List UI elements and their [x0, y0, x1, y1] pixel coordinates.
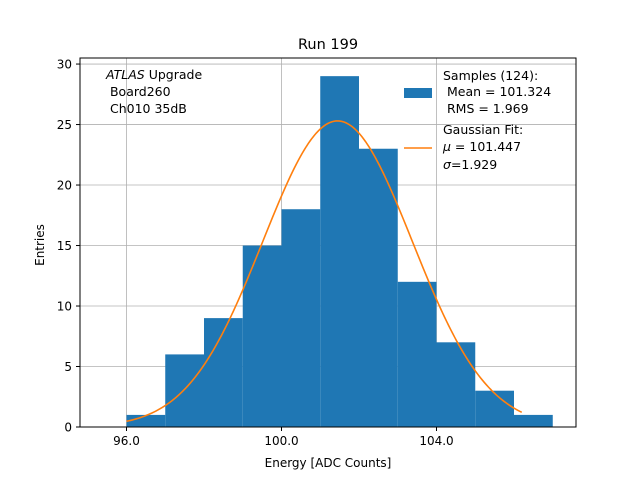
- legend-fit-title: Gaussian Fit:: [443, 122, 523, 137]
- y-axis-label: Entries: [33, 224, 47, 266]
- histogram-bar: [204, 318, 243, 427]
- histogram-bar: [475, 390, 514, 427]
- y-tick-label: 10: [57, 300, 72, 314]
- atlas-annotation: ATLAS Upgrade Board260 Ch010 35dB: [105, 67, 202, 116]
- histogram-bar: [126, 414, 166, 427]
- histogram-bar: [397, 281, 437, 427]
- legend-samples-rms: RMS = 1.969: [443, 101, 529, 116]
- y-axis-ticks: 0 5 10 15 20 25 30: [57, 58, 80, 435]
- legend-mu-value: = 101.447: [451, 139, 521, 154]
- histogram-bars: [126, 76, 553, 428]
- annotation-experiment: ATLAS: [105, 67, 145, 82]
- legend-sigma-value: =1.929: [451, 157, 497, 172]
- histogram-bar: [320, 76, 359, 428]
- y-tick-label: 25: [57, 118, 72, 132]
- y-tick-label: 20: [57, 179, 72, 193]
- annotation-upgrade: Upgrade: [145, 67, 203, 82]
- y-tick-label: 15: [57, 239, 72, 253]
- x-tick-label: 104.0: [419, 434, 453, 448]
- y-tick-label: 30: [57, 58, 72, 72]
- annotation-line-3: Ch010 35dB: [106, 101, 187, 116]
- y-tick-label: 0: [64, 421, 72, 435]
- histogram-bar: [436, 342, 476, 427]
- y-tick-label: 5: [64, 360, 72, 374]
- legend-samples-mean: Mean = 101.324: [443, 84, 551, 99]
- x-tick-label: 96.0: [113, 434, 140, 448]
- legend-fit-sigma: σ=1.929: [443, 157, 497, 172]
- x-tick-label: 100.0: [264, 434, 298, 448]
- histogram-bar: [165, 354, 204, 427]
- legend-samples-title: Samples (124):: [443, 68, 538, 83]
- legend-samples-swatch: [404, 88, 432, 98]
- chart-title: Run 199: [298, 37, 358, 53]
- histogram-bar: [242, 245, 282, 427]
- legend-mu-symbol: μ: [442, 139, 451, 154]
- axes-frame: [79, 57, 577, 428]
- legend-sigma-symbol: σ: [443, 157, 452, 172]
- x-axis-label: Energy [ADC Counts]: [265, 456, 392, 470]
- gaussian-fit-curve: [126, 120, 523, 423]
- annotation-line-2: Board260: [106, 84, 171, 99]
- histogram-bar: [514, 414, 553, 427]
- x-axis-ticks: 96.0 100.0 104.0: [113, 427, 454, 448]
- histogram-bar: [359, 148, 398, 427]
- legend: Samples (124): Mean = 101.324 RMS = 1.96…: [404, 68, 551, 172]
- legend-fit-mu: μ = 101.447: [442, 139, 521, 154]
- annotation-line-1: ATLAS Upgrade: [105, 67, 202, 82]
- histogram-bar: [281, 209, 321, 427]
